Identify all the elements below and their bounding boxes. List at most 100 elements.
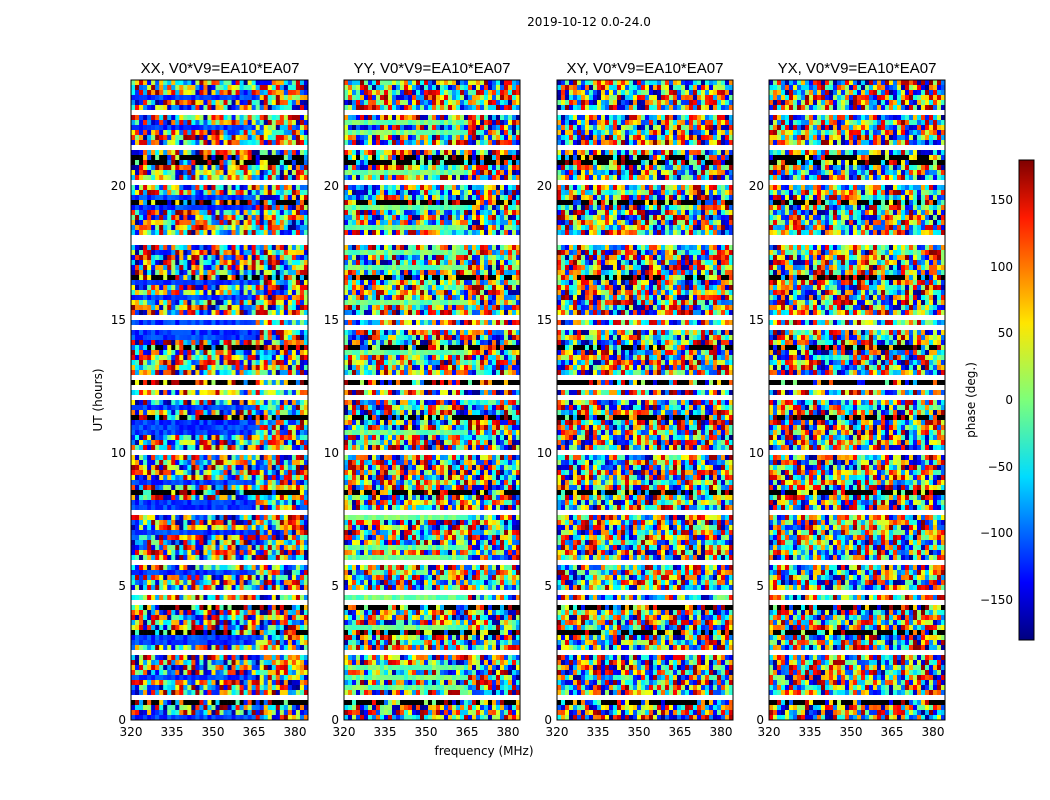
heatmap-cell [195, 185, 200, 191]
heatmap-cell [195, 490, 200, 496]
heatmap-cell [279, 475, 285, 481]
heatmap-cell [239, 260, 244, 266]
heatmap-cell [263, 555, 269, 561]
heatmap-cell [279, 640, 285, 646]
heatmap-cell [231, 170, 236, 176]
heatmap-cell [239, 645, 244, 651]
heatmap-cell [271, 200, 277, 206]
heatmap-cell [135, 265, 140, 271]
heatmap-cell [191, 85, 196, 91]
heatmap-cell [175, 715, 180, 721]
heatmap-cell [203, 535, 208, 541]
heatmap-cell [179, 225, 184, 231]
heatmap-cell [255, 470, 261, 476]
heatmap-cell [187, 360, 192, 366]
heatmap-cell [195, 445, 200, 451]
heatmap-cell [227, 390, 232, 396]
heatmap-cell [187, 425, 192, 431]
heatmap-cell [267, 655, 273, 661]
heatmap-cell [287, 205, 293, 211]
heatmap-cell [239, 190, 244, 196]
heatmap-cell [247, 515, 252, 521]
heatmap-cell [299, 265, 305, 271]
heatmap-cell [179, 250, 184, 256]
heatmap-cell [211, 270, 216, 276]
heatmap-cell [299, 255, 305, 261]
heatmap-cell [195, 355, 200, 361]
heatmap-cell [191, 440, 196, 446]
heatmap-cell [275, 405, 281, 411]
heatmap-cell [199, 540, 204, 546]
heatmap-cell [159, 140, 164, 146]
heatmap-cell [159, 400, 164, 406]
heatmap-cell [275, 580, 281, 586]
heatmap-cell [211, 630, 216, 636]
heatmap-cell [259, 355, 265, 361]
heatmap-cell [259, 215, 265, 221]
heatmap-cell [291, 295, 297, 301]
heatmap-cell [255, 715, 261, 721]
heatmap-cell [279, 125, 285, 131]
heatmap-cell [247, 555, 252, 561]
heatmap-cell [191, 380, 196, 386]
heatmap-cell [243, 120, 248, 126]
heatmap-cell [203, 415, 208, 421]
heatmap-cell [295, 635, 301, 641]
heatmap-cell [267, 420, 273, 426]
heatmap-cell [267, 370, 273, 376]
heatmap-cell [283, 295, 289, 301]
heatmap-cell [287, 495, 293, 501]
heatmap-cell [199, 605, 204, 611]
heatmap-cell [147, 700, 152, 706]
heatmap-cell [143, 250, 148, 256]
heatmap-cell [227, 625, 232, 631]
figure-title: 2019-10-12 0.0-24.0 [527, 15, 651, 29]
heatmap-cell [175, 525, 180, 531]
heatmap-cell [179, 595, 184, 601]
heatmap-cell [179, 360, 184, 366]
heatmap-cell [199, 310, 204, 316]
heatmap-cell [247, 455, 252, 461]
heatmap-cell [291, 460, 297, 466]
heatmap-cell [263, 295, 269, 301]
heatmap-cell [299, 115, 305, 121]
heatmap-cell [279, 540, 285, 546]
heatmap-cell [243, 465, 248, 471]
heatmap-cell [275, 355, 281, 361]
heatmap-cell [207, 625, 212, 631]
heatmap-cell [195, 580, 200, 586]
heatmap-cell [267, 130, 273, 136]
heatmap-cell [175, 530, 180, 536]
heatmap-cell [163, 155, 168, 161]
heatmap-cell [247, 565, 252, 571]
heatmap-cell [263, 445, 269, 451]
heatmap-cell [263, 355, 269, 361]
heatmap-cell [243, 305, 248, 311]
heatmap-cell [263, 210, 269, 216]
heatmap-cell [191, 585, 196, 591]
heatmap-cell [231, 620, 236, 626]
heatmap-cell [151, 635, 156, 641]
heatmap-cell [271, 125, 277, 131]
heatmap-cell [219, 485, 224, 491]
heatmap-cell [159, 495, 164, 501]
heatmap-cell [131, 435, 136, 441]
heatmap-cell [275, 330, 281, 336]
heatmap-cell [191, 530, 196, 536]
heatmap-cell [143, 500, 148, 506]
heatmap-cell [271, 160, 277, 166]
heatmap-cell [179, 125, 184, 131]
heatmap-cell [235, 90, 240, 96]
heatmap-cell [291, 700, 297, 706]
heatmap-cell [135, 495, 140, 501]
heatmap-cell [255, 260, 261, 266]
heatmap-cell [223, 460, 228, 466]
heatmap-cell [131, 210, 136, 216]
heatmap-cell [211, 465, 216, 471]
heatmap-cell [303, 715, 309, 721]
heatmap-cell [267, 80, 273, 86]
heatmap-cell [279, 440, 285, 446]
heatmap-cell [255, 290, 261, 296]
heatmap-cell [291, 415, 297, 421]
heatmap-cell [199, 640, 204, 646]
